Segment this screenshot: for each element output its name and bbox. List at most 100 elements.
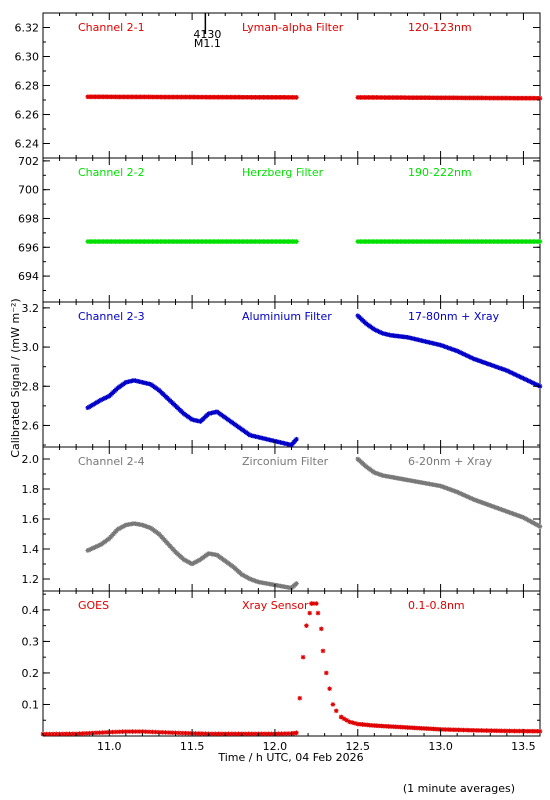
panel-5-point (252, 731, 258, 737)
panel-1-point (537, 95, 543, 101)
panel-3-point (534, 382, 540, 388)
panel-5-point (262, 731, 268, 737)
goes-decay-point (473, 728, 479, 733)
panel-3-point (372, 327, 377, 332)
panel-2-series (85, 239, 543, 244)
y-tick-label: 0.4 (22, 604, 40, 617)
panel-1-channel-label: Channel 2-1 (78, 21, 145, 34)
goes-decay-point (355, 721, 361, 727)
panel-5-point (166, 730, 172, 735)
panel-1-frame (42, 12, 541, 159)
y-tick-label: 6.26 (15, 109, 40, 122)
panel-3-point (378, 330, 384, 335)
x-tick-label: 11.5 (180, 740, 205, 753)
goes-decay-point (341, 716, 347, 721)
goes-decay-point (395, 724, 401, 730)
panel-3-point (460, 351, 465, 356)
panel-4-point (467, 495, 472, 500)
goes-decay-point (461, 727, 466, 733)
panel-3-point (374, 328, 380, 334)
goes-decay-point (419, 726, 424, 731)
panel-1-series (85, 94, 543, 101)
y-tick-label: 2.8 (22, 380, 40, 393)
panel-5-point (275, 731, 281, 737)
goes-flare-point (320, 648, 326, 654)
panel-5-point (216, 731, 221, 737)
panel-5-point (249, 731, 255, 737)
panel-5-point (193, 731, 198, 736)
panel-5-point (83, 731, 89, 736)
panel-4-filter-label: Zirconium Filter (242, 455, 329, 468)
x-tick-label: 12.5 (346, 740, 371, 753)
panel-5-point (50, 731, 56, 737)
panel-3-point (104, 395, 109, 400)
goes-decay-point (517, 728, 522, 734)
panel-3-point (470, 355, 475, 361)
goes-decay-point (386, 724, 391, 729)
panel-3-point (528, 379, 533, 384)
goes-decay-point (349, 720, 355, 725)
panel-5-point (150, 729, 155, 735)
goes-decay-point (414, 725, 420, 731)
goes-decay-point (514, 728, 520, 734)
goes-decay-point (431, 726, 436, 732)
panel-4-point (97, 542, 102, 548)
goes-decay-point (376, 723, 382, 729)
panel-3-point (522, 376, 528, 382)
panel-3-point (507, 369, 512, 375)
panel-3-point (529, 380, 535, 385)
panel-5-point (47, 731, 52, 737)
panel-4-point (89, 546, 95, 551)
goes-flare-point (297, 695, 303, 701)
panel-4-point (90, 545, 96, 551)
goes-decay-point (417, 725, 422, 731)
goes-decay-point (471, 728, 477, 733)
goes-flare-point (307, 610, 313, 616)
goes-decay-point (435, 726, 441, 732)
panel-3-point (532, 381, 537, 386)
panel-5-point (236, 731, 241, 737)
panel-5-point (110, 729, 115, 735)
panel-5-point (70, 731, 76, 737)
goes-decay-point (433, 726, 439, 732)
panel-3-frame (42, 301, 541, 448)
panel-5-point (130, 729, 135, 734)
panel-3-point (459, 350, 464, 356)
goes-decay-point (476, 728, 482, 733)
goes-decay-point (456, 727, 461, 733)
panel-5-point (120, 729, 125, 735)
panel-4-point (463, 493, 468, 499)
goes-decay-point (448, 727, 454, 732)
panel-5-point (212, 731, 218, 737)
panel-5-point (269, 731, 274, 737)
panel-5-point (67, 731, 72, 737)
y-tick-label: 698 (18, 212, 39, 225)
panel-5-point (285, 731, 291, 736)
goes-decay-point (443, 727, 448, 732)
panel-5-point (133, 729, 139, 734)
goes-decay-point (463, 727, 469, 733)
panel-5-filter-label: Xray Sensor (242, 599, 309, 612)
panel-4-point (294, 581, 299, 586)
event-marker-label: 4130 (193, 28, 221, 41)
goes-decay-point (479, 728, 484, 733)
panel-3-point (512, 372, 518, 377)
panel-3-point (525, 378, 530, 383)
panel-4-point (93, 544, 98, 550)
goes-decay-point (494, 728, 499, 734)
y-tick-label: 700 (18, 184, 39, 197)
goes-decay-point (532, 728, 538, 734)
panel-5-point (229, 731, 235, 737)
panel-5-series (40, 601, 543, 737)
y-tick-label: 2.6 (22, 419, 40, 432)
goes-decay-point (367, 722, 372, 728)
panel-5-point (113, 729, 119, 735)
goes-flare-point (319, 626, 324, 632)
panel-3-point (456, 349, 461, 354)
goes-flare-point (330, 702, 336, 707)
goes-decay-point (440, 727, 446, 732)
panel-3-point (463, 352, 468, 358)
text-layer: Channel 2-1 Lyman-alpha Filter 120-123nm Ch… (78, 13, 500, 612)
goes-decay-point (390, 724, 396, 729)
panel-3-point (526, 378, 532, 384)
